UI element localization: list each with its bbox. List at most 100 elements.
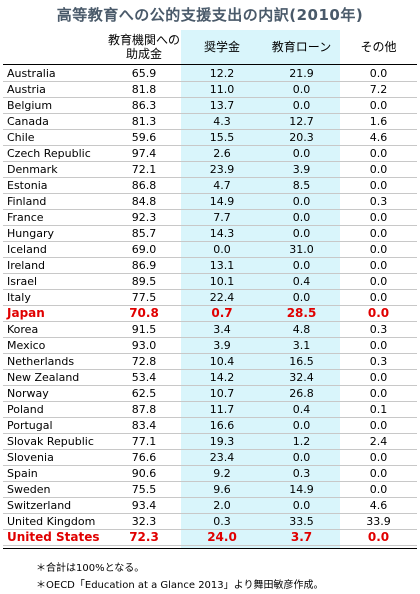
footnote-total: ＊合計は100%となる。: [36, 563, 145, 574]
institution-grants-cell: 97.4: [131, 147, 157, 160]
other-cell: 0.0: [369, 211, 388, 224]
student-loans-cell: 32.4: [289, 371, 314, 384]
table-row: United States 72.3 24.0 3.7 0.0: [3, 530, 417, 546]
other-cell: 4.6: [369, 131, 388, 144]
scholarships-cell: 10.1: [209, 275, 235, 288]
institution-grants-cell: 93.0: [131, 339, 157, 352]
other-cell: 0.0: [369, 163, 388, 176]
student-loans-cell: 16.5: [289, 355, 314, 368]
institution-grants-cell: 83.4: [131, 419, 157, 432]
other-cell: 7.2: [369, 83, 388, 96]
scholarships-cell: 4.3: [213, 115, 231, 128]
country-cell: France: [7, 211, 44, 224]
student-loans-cell: 33.5: [289, 515, 314, 528]
scholarships-cell: 2.6: [213, 147, 231, 160]
scholarships-cell: 14.9: [209, 195, 235, 208]
country-cell: Hungary: [7, 227, 54, 240]
student-loans-cell: 0.0: [292, 419, 311, 432]
institution-grants-cell: 77.1: [131, 435, 157, 448]
student-loans-cell: 21.9: [289, 67, 314, 80]
student-loans-cell: 1.2: [292, 435, 311, 448]
scholarships-cell: 0.0: [213, 243, 231, 256]
other-cell: 0.3: [369, 355, 388, 368]
table-row: Denmark 72.1 23.9 3.9 0.0: [3, 162, 417, 178]
header-blank: [3, 30, 99, 64]
scholarships-cell: 14.3: [209, 227, 235, 240]
country-cell: Austria: [7, 83, 46, 96]
table-row: Netherlands 72.8 10.4 16.5 0.3: [3, 354, 417, 370]
scholarships-cell: 3.9: [213, 339, 231, 352]
institution-grants-cell: 59.6: [131, 131, 157, 144]
table-row: Slovenia 76.6 23.4 0.0 0.0: [3, 450, 417, 466]
institution-grants-cell: 92.3: [131, 211, 157, 224]
institution-grants-cell: 75.5: [131, 483, 157, 496]
student-loans-cell: 3.1: [292, 339, 311, 352]
institution-grants-cell: 32.3: [131, 515, 157, 528]
country-cell: Czech Republic: [7, 147, 91, 160]
other-cell: 0.0: [369, 243, 388, 256]
table-row: Australia 65.9 12.2 21.9 0.0: [3, 66, 417, 82]
country-cell: Iceland: [7, 243, 47, 256]
institution-grants-cell: 69.0: [131, 243, 157, 256]
student-loans-cell: 0.0: [292, 147, 311, 160]
scholarships-cell: 4.7: [213, 179, 231, 192]
country-cell: Portugal: [7, 419, 53, 432]
table-bottom-rule: [3, 548, 417, 549]
other-cell: 0.0: [369, 371, 388, 384]
country-cell: Denmark: [7, 163, 58, 176]
institution-grants-cell: 70.8: [129, 306, 159, 320]
table-row: Portugal 83.4 16.6 0.0 0.0: [3, 418, 417, 434]
student-loans-cell: 20.3: [289, 131, 314, 144]
country-cell: Israel: [7, 275, 38, 288]
other-cell: 0.0: [369, 451, 388, 464]
table-body: Australia 65.9 12.2 21.9 0.0 Austria 81.8 11.0 0…: [3, 66, 417, 546]
country-cell: Sweden: [7, 483, 51, 496]
table-row: Iceland 69.0 0.0 31.0 0.0: [3, 242, 417, 258]
student-loans-cell: 0.0: [292, 99, 311, 112]
other-cell: 0.0: [369, 467, 388, 480]
student-loans-cell: 0.4: [292, 275, 311, 288]
country-cell: Switzerland: [7, 499, 72, 512]
other-cell: 0.0: [369, 179, 388, 192]
other-cell: 0.0: [369, 67, 388, 80]
student-loans-cell: 0.0: [292, 195, 311, 208]
institution-grants-cell: 91.5: [131, 323, 157, 336]
country-cell: United States: [7, 530, 100, 544]
institution-grants-cell: 62.5: [131, 387, 157, 400]
institution-grants-cell: 93.4: [131, 499, 157, 512]
country-cell: Canada: [7, 115, 49, 128]
other-cell: 0.3: [369, 323, 388, 336]
institution-grants-cell: 87.8: [131, 403, 157, 416]
institution-grants-cell: 77.5: [131, 291, 157, 304]
scholarships-cell: 3.4: [213, 323, 231, 336]
student-loans-cell: 0.0: [292, 83, 311, 96]
institution-grants-cell: 89.5: [131, 275, 157, 288]
scholarships-cell: 23.4: [209, 451, 235, 464]
country-cell: United Kingdom: [7, 515, 96, 528]
chart-title: 高等教育への公的支援支出の内訳(2010年): [56, 6, 364, 24]
table-row: Italy 77.5 22.4 0.0 0.0: [3, 290, 417, 306]
institution-grants-cell: 81.8: [131, 83, 157, 96]
scholarships-cell: 19.3: [209, 435, 235, 448]
other-cell: 0.0: [367, 530, 390, 544]
student-loans-cell: 31.0: [289, 243, 314, 256]
student-loans-cell: 3.9: [292, 163, 311, 176]
table-row: Sweden 75.5 9.6 14.9 0.0: [3, 482, 417, 498]
student-loans-cell: 26.8: [289, 387, 314, 400]
other-cell: 0.1: [369, 403, 388, 416]
scholarships-cell: 7.7: [213, 211, 231, 224]
country-cell: Norway: [7, 387, 49, 400]
other-cell: 0.0: [367, 306, 390, 320]
table-row: Austria 81.8 11.0 0.0 7.2: [3, 82, 417, 98]
other-cell: 0.0: [369, 99, 388, 112]
other-cell: 0.0: [369, 259, 388, 272]
other-cell: 0.0: [369, 275, 388, 288]
table-row: Chile 59.6 15.5 20.3 4.6: [3, 130, 417, 146]
country-cell: Chile: [7, 131, 35, 144]
table-row: Poland 87.8 11.7 0.4 0.1: [3, 402, 417, 418]
student-loans-cell: 14.9: [289, 483, 314, 496]
table-row: Switzerland 93.4 2.0 0.0 4.6: [3, 498, 417, 514]
country-cell: Slovenia: [7, 451, 54, 464]
scholarships-cell: 12.2: [209, 67, 235, 80]
table-row: Slovak Republic 77.1 19.3 1.2 2.4: [3, 434, 417, 450]
